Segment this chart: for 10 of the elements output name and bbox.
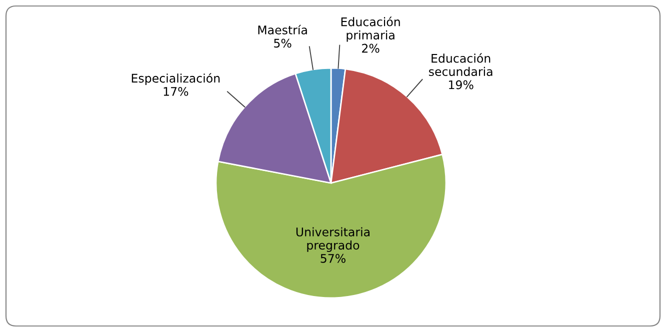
slice-label: Educación secundaria	[428, 53, 492, 76]
slice-label: Educación primaria	[341, 16, 400, 42]
slice-label: Universitaria pregrado	[296, 227, 370, 252]
data-label: 2%	[362, 44, 380, 53]
slice-label: Maestría	[258, 24, 307, 34]
data-label: 5%	[274, 38, 292, 48]
data-label: 17%	[164, 86, 188, 96]
slice-label: Especialización	[132, 73, 220, 85]
data-label: 57%	[320, 254, 346, 263]
data-label: 19%	[449, 80, 474, 90]
